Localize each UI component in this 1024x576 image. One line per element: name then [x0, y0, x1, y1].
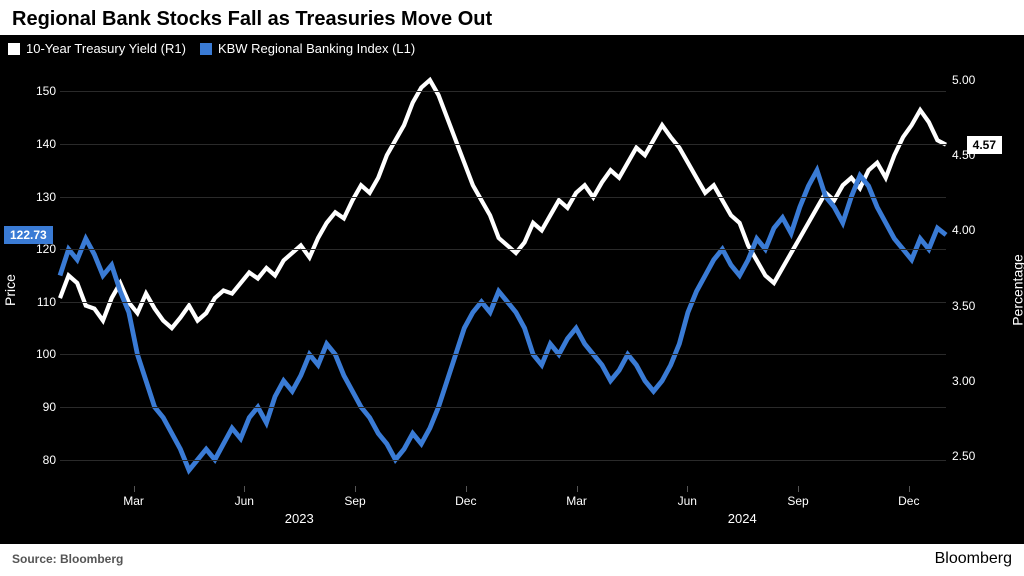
x-tick	[134, 486, 135, 492]
y-left-tick-label: 80	[16, 453, 56, 467]
y-left-tick-label: 150	[16, 84, 56, 98]
y-right-tick-label: 4.00	[952, 223, 992, 237]
x-tick	[798, 486, 799, 492]
y-right-tick-label: 3.00	[952, 374, 992, 388]
x-tick	[577, 486, 578, 492]
y-left-tick-label: 100	[16, 347, 56, 361]
legend-swatch-icon	[8, 43, 20, 55]
x-month-label: Dec	[455, 494, 476, 508]
legend-swatch-icon	[200, 43, 212, 55]
gridline	[60, 197, 946, 198]
plot-region: 80901001101201301401502.503.003.504.004.…	[60, 65, 946, 486]
gridline	[60, 460, 946, 461]
last-value-badge-treasury-yield: 4.57	[967, 136, 1002, 154]
gridline	[60, 144, 946, 145]
gridline	[60, 302, 946, 303]
series-line-treasury-yield	[60, 80, 946, 328]
gridline	[60, 407, 946, 408]
x-tick	[687, 486, 688, 492]
x-year-label: 2023	[285, 511, 314, 526]
x-tick	[355, 486, 356, 492]
gridline	[60, 249, 946, 250]
legend-item-treasury: 10-Year Treasury Yield (R1)	[8, 41, 186, 56]
source-label: Source: Bloomberg	[12, 552, 123, 566]
x-month-label: Jun	[235, 494, 254, 508]
chart-container: Regional Bank Stocks Fall as Treasuries …	[0, 0, 1024, 576]
x-month-label: Mar	[123, 494, 144, 508]
y-left-tick-label: 140	[16, 137, 56, 151]
y-axis-right-title: Percentage	[1010, 254, 1024, 326]
x-tick	[244, 486, 245, 492]
x-month-label: Dec	[898, 494, 919, 508]
y-left-tick-label: 110	[16, 295, 56, 309]
brand-label: Bloomberg	[935, 550, 1012, 568]
y-right-tick-label: 3.50	[952, 299, 992, 313]
legend: 10-Year Treasury Yield (R1) KBW Regional…	[8, 41, 415, 56]
x-tick	[466, 486, 467, 492]
x-month-label: Sep	[344, 494, 365, 508]
x-month-label: Sep	[787, 494, 808, 508]
y-right-tick-label: 2.50	[952, 449, 992, 463]
line-chart-svg	[60, 65, 946, 486]
x-year-label: 2024	[728, 511, 757, 526]
legend-label: KBW Regional Banking Index (L1)	[218, 41, 415, 56]
last-value-badge-kbw-index: 122.73	[4, 226, 53, 244]
legend-item-kbw: KBW Regional Banking Index (L1)	[200, 41, 415, 56]
x-month-label: Mar	[566, 494, 587, 508]
gridline	[60, 91, 946, 92]
legend-label: 10-Year Treasury Yield (R1)	[26, 41, 186, 56]
y-left-tick-label: 130	[16, 190, 56, 204]
chart-title: Regional Bank Stocks Fall as Treasuries …	[0, 0, 1024, 35]
y-right-tick-label: 5.00	[952, 73, 992, 87]
gridline	[60, 354, 946, 355]
y-left-tick-label: 90	[16, 400, 56, 414]
x-tick	[909, 486, 910, 492]
y-left-tick-label: 120	[16, 242, 56, 256]
x-month-label: Jun	[678, 494, 697, 508]
footer: Source: Bloomberg Bloomberg	[0, 544, 1024, 576]
chart-area: 10-Year Treasury Yield (R1) KBW Regional…	[0, 35, 1024, 544]
